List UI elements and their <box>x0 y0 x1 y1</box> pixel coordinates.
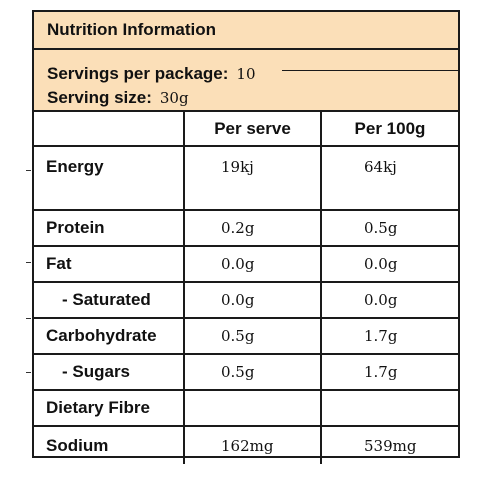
header-per-100g: Per 100g <box>320 112 458 147</box>
table-row: Protein 0.2g 0.5g <box>34 209 458 247</box>
serving-size-label: Serving size: <box>47 88 152 107</box>
serving-size-value: 30g <box>159 89 189 107</box>
table-row: Fat 0.0g 0.0g <box>34 245 458 283</box>
panel-title: Nutrition Information <box>47 20 217 39</box>
servings-value: 10 <box>236 65 256 83</box>
servings-band: Servings per package: 10 Serving size: 30g <box>34 50 458 112</box>
per-100g-value: 0.0g <box>320 281 458 319</box>
nutrition-panel: Nutrition Information Servings per packa… <box>32 10 460 464</box>
table-row: Energy 19kj 64kj <box>34 145 458 211</box>
table-row: - Sugars 0.5g 1.7g <box>34 353 458 391</box>
table-row: Dietary Fibre <box>34 389 458 427</box>
nutrient-name: Carbohydrate <box>34 317 185 355</box>
header-per-serve: Per serve <box>183 112 322 147</box>
per-100g-value: 539mg <box>320 425 458 464</box>
nutrient-name: - Saturated <box>34 281 185 319</box>
per-100g-value: 1.7g <box>320 317 458 355</box>
servings-per-package: Servings per package: 10 <box>47 64 256 84</box>
per-100g-value <box>320 389 458 427</box>
margin-tick <box>26 318 31 319</box>
header-cell-empty <box>34 112 185 147</box>
margin-tick <box>26 372 31 373</box>
per-serve-value: 0.5g <box>183 317 322 355</box>
table-header-row: Per serve Per 100g <box>34 112 458 147</box>
nutrient-name: Energy <box>34 145 185 211</box>
per-serve-value: 19kj <box>183 145 322 211</box>
table-row: Sodium 162mg 539mg <box>34 425 458 464</box>
table-row: Carbohydrate 0.5g 1.7g <box>34 317 458 355</box>
servings-label: Servings per package: <box>47 64 229 83</box>
nutrient-name: - Sugars <box>34 353 185 391</box>
table-row: - Saturated 0.0g 0.0g <box>34 281 458 319</box>
per-serve-value: 0.2g <box>183 209 322 247</box>
per-serve-value: 0.5g <box>183 353 322 391</box>
nutrient-name: Protein <box>34 209 185 247</box>
per-100g-value: 1.7g <box>320 353 458 391</box>
per-serve-value: 162mg <box>183 425 322 464</box>
nutrient-name: Fat <box>34 245 185 283</box>
per-serve-value: 0.0g <box>183 281 322 319</box>
margin-tick <box>26 262 31 263</box>
per-100g-value: 0.0g <box>320 245 458 283</box>
servings-rule <box>282 70 458 71</box>
margin-tick <box>26 170 31 171</box>
serving-size: Serving size: 30g <box>47 88 189 108</box>
nutrient-name: Sodium <box>34 425 185 464</box>
per-100g-value: 0.5g <box>320 209 458 247</box>
nutrition-table: Per serve Per 100g Energy 19kj 64kj Prot… <box>34 112 458 464</box>
per-serve-value: 0.0g <box>183 245 322 283</box>
title-band: Nutrition Information <box>34 12 458 50</box>
per-serve-value <box>183 389 322 427</box>
per-100g-value: 64kj <box>320 145 458 211</box>
nutrient-name: Dietary Fibre <box>34 389 185 427</box>
